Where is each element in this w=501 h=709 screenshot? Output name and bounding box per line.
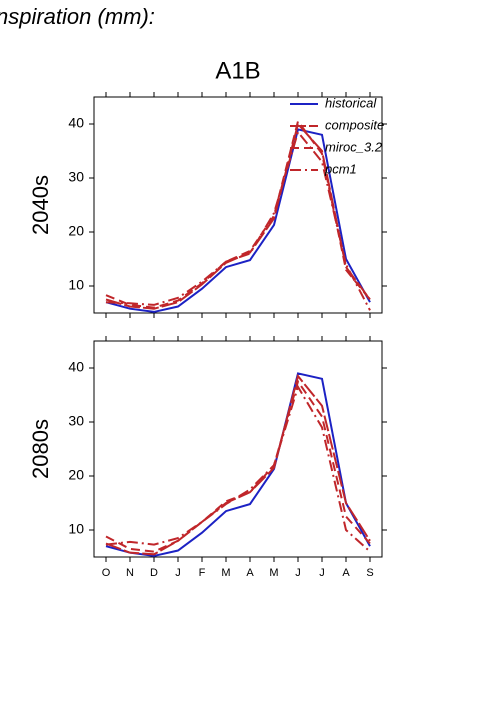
y-tick-label: 40 bbox=[68, 359, 84, 375]
x-tick-label: A bbox=[246, 567, 254, 579]
x-tick-label: O bbox=[102, 567, 111, 579]
figure-title: nspiration (mm): bbox=[0, 4, 155, 29]
x-tick-label: M bbox=[221, 567, 230, 579]
legend-label: miroc_3.2 bbox=[325, 139, 383, 154]
x-tick-label: M bbox=[269, 567, 278, 579]
y-tick-label: 20 bbox=[68, 467, 84, 483]
y-tick-label: 30 bbox=[68, 169, 84, 185]
x-tick-label: F bbox=[199, 567, 206, 579]
plot-frame bbox=[93, 96, 383, 314]
legend-label: historical bbox=[325, 95, 377, 110]
scenario-title: A1B bbox=[215, 57, 260, 84]
y-axis-label: 2080s bbox=[28, 419, 53, 479]
series-line bbox=[105, 372, 371, 557]
series-line bbox=[105, 373, 371, 556]
series-line bbox=[105, 119, 371, 309]
y-tick-label: 30 bbox=[68, 413, 84, 429]
y-tick-label: 40 bbox=[68, 115, 84, 131]
x-tick-label: J bbox=[175, 567, 181, 579]
x-tick-label: J bbox=[319, 567, 325, 579]
series-line bbox=[105, 128, 371, 313]
x-tick-label: D bbox=[150, 567, 158, 579]
x-tick-label: N bbox=[126, 567, 134, 579]
y-tick-label: 20 bbox=[68, 223, 84, 239]
y-tick-label: 10 bbox=[68, 277, 84, 293]
series-line bbox=[105, 121, 371, 310]
y-tick-label: 10 bbox=[68, 521, 84, 537]
legend-label: pcm1 bbox=[324, 161, 357, 176]
x-tick-label: A bbox=[342, 567, 350, 579]
x-tick-label: J bbox=[295, 567, 301, 579]
series-line bbox=[105, 129, 371, 311]
y-axis-label: 2040s bbox=[28, 175, 53, 235]
series-line bbox=[105, 384, 371, 553]
legend-label: composite bbox=[325, 117, 384, 132]
series-line bbox=[105, 379, 371, 553]
x-tick-label: S bbox=[366, 567, 373, 579]
plot-frame bbox=[93, 340, 383, 558]
